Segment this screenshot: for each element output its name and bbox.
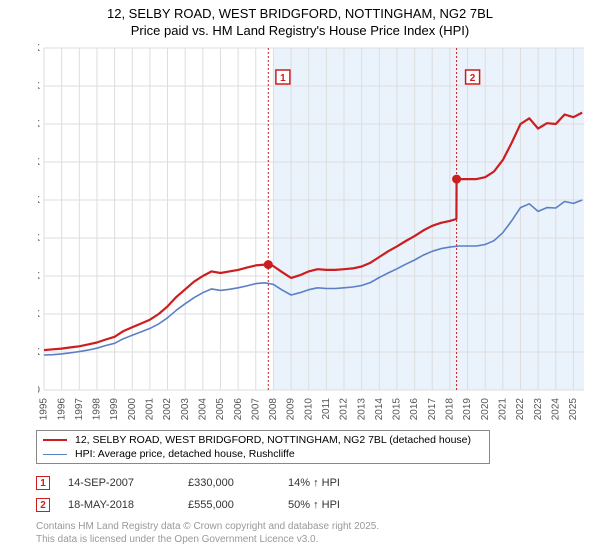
y-tick-label: £400K	[38, 233, 40, 244]
x-tick-label: 2010	[303, 398, 314, 420]
y-tick-label: £500K	[38, 195, 40, 206]
y-tick-label: £200K	[38, 309, 40, 320]
y-tick-label: £100K	[38, 347, 40, 358]
sale-marker-box: 2	[36, 498, 50, 512]
x-tick-label: 2014	[374, 398, 385, 420]
attribution-line1: Contains HM Land Registry data © Crown c…	[36, 521, 379, 534]
chart-container: 12, SELBY ROAD, WEST BRIDGFORD, NOTTINGH…	[0, 0, 600, 560]
y-tick-label: £300K	[38, 271, 40, 282]
legend-label: HPI: Average price, detached house, Rush…	[75, 448, 295, 460]
title-line2: Price paid vs. HM Land Registry's House …	[0, 23, 600, 40]
x-tick-label: 1995	[39, 398, 50, 420]
x-tick-label: 1998	[92, 398, 103, 420]
x-tick-label: 2000	[127, 398, 138, 420]
sale-marker-box: 1	[36, 476, 50, 490]
sale-marker-dot	[452, 175, 461, 184]
sales-row: 1 14-SEP-2007£330,00014% ↑ HPI	[36, 472, 408, 494]
shaded-region	[273, 48, 584, 390]
y-tick-label: £800K	[38, 81, 40, 92]
legend-row: 12, SELBY ROAD, WEST BRIDGFORD, NOTTINGH…	[43, 433, 483, 447]
attribution-line2: This data is licensed under the Open Gov…	[36, 534, 379, 547]
x-tick-label: 1999	[109, 398, 120, 420]
x-tick-label: 2016	[409, 398, 420, 420]
x-tick-label: 2020	[480, 398, 491, 420]
sale-label-number: 2	[470, 73, 476, 84]
attribution: Contains HM Land Registry data © Crown c…	[36, 521, 379, 546]
sales-table: 1 14-SEP-2007£330,00014% ↑ HPI 2 18-MAY-201…	[36, 472, 408, 516]
x-tick-label: 2013	[356, 398, 367, 420]
x-tick-label: 2009	[286, 398, 297, 420]
x-tick-label: 2021	[497, 398, 508, 420]
title-line1: 12, SELBY ROAD, WEST BRIDGFORD, NOTTINGH…	[0, 6, 600, 23]
y-tick-label: £900K	[38, 43, 40, 54]
x-tick-label: 2019	[462, 398, 473, 420]
chart-svg: £0 £100K £200K £300K £400K £500K £600K £700K £80…	[38, 42, 590, 420]
sale-date: 14-SEP-2007	[68, 477, 188, 489]
x-tick-label: 2003	[180, 398, 191, 420]
x-tick-label: 1997	[74, 398, 85, 420]
x-tick-label: 2007	[250, 398, 261, 420]
x-tick-label: 2018	[445, 398, 456, 420]
legend-swatch	[43, 454, 67, 455]
y-tick-label: £0	[38, 385, 40, 396]
sale-price: £330,000	[188, 477, 288, 489]
legend-box: 12, SELBY ROAD, WEST BRIDGFORD, NOTTINGH…	[36, 430, 490, 464]
x-tick-label: 2011	[321, 398, 332, 420]
sale-note: 14% ↑ HPI	[288, 477, 408, 489]
sale-marker-dot	[264, 260, 273, 269]
x-tick-label: 2017	[427, 398, 438, 420]
title-block: 12, SELBY ROAD, WEST BRIDGFORD, NOTTINGH…	[0, 0, 600, 40]
y-tick-label: £600K	[38, 157, 40, 168]
legend-row: HPI: Average price, detached house, Rush…	[43, 447, 483, 461]
sales-row: 2 18-MAY-2018£555,00050% ↑ HPI	[36, 494, 408, 516]
sale-price: £555,000	[188, 499, 288, 511]
x-tick-label: 2024	[550, 398, 561, 420]
chart-area: £0 £100K £200K £300K £400K £500K £600K £700K £80…	[38, 42, 590, 420]
x-tick-label: 2023	[533, 398, 544, 420]
x-tick-label: 2006	[233, 398, 244, 420]
x-tick-label: 2004	[197, 398, 208, 420]
x-tick-label: 1996	[56, 398, 67, 420]
sale-note: 50% ↑ HPI	[288, 499, 408, 511]
legend-swatch	[43, 439, 67, 441]
legend-label: 12, SELBY ROAD, WEST BRIDGFORD, NOTTINGH…	[75, 434, 471, 446]
x-tick-label: 2002	[162, 398, 173, 420]
x-tick-label: 2022	[515, 398, 526, 420]
sale-date: 18-MAY-2018	[68, 499, 188, 511]
x-tick-label: 2025	[568, 398, 579, 420]
sale-label-number: 1	[280, 73, 286, 84]
x-tick-label: 2001	[145, 398, 156, 420]
x-tick-label: 2012	[339, 398, 350, 420]
y-tick-label: £700K	[38, 119, 40, 130]
x-tick-label: 2005	[215, 398, 226, 420]
x-tick-label: 2015	[392, 398, 403, 420]
x-tick-label: 2008	[268, 398, 279, 420]
